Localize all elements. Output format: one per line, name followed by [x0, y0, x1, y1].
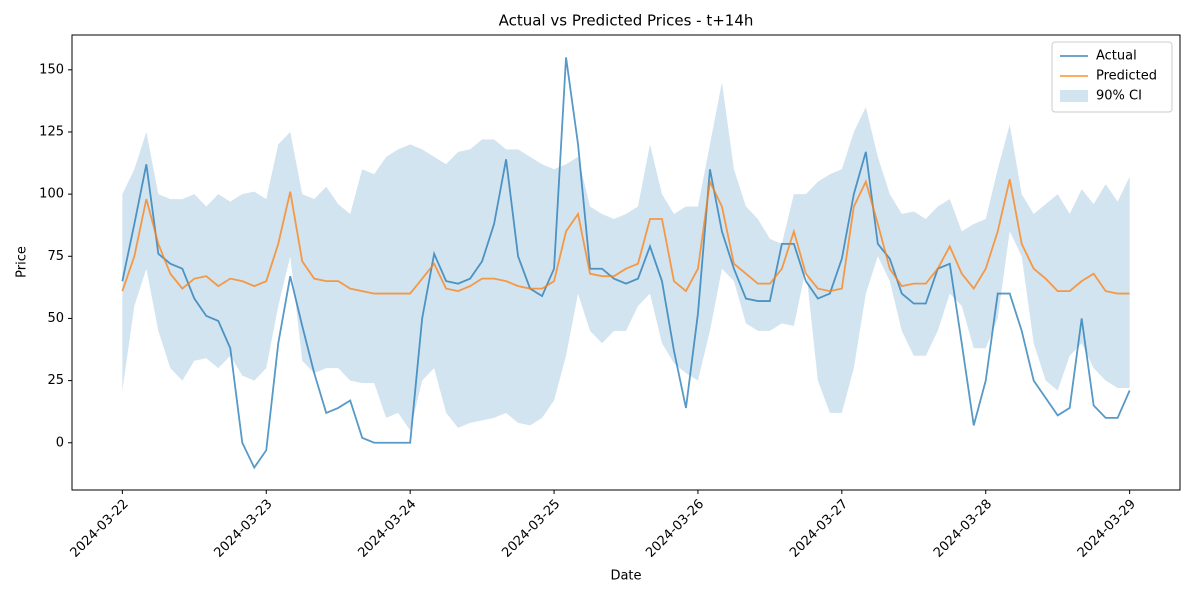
y-tick-label: 100 — [39, 187, 64, 202]
y-tick-label: 125 — [39, 124, 64, 139]
legend-box — [1051, 41, 1173, 113]
legend-label: Predicted — [1096, 69, 1157, 84]
y-tick-label: 25 — [47, 373, 64, 388]
x-axis-label: Date — [610, 569, 641, 584]
series-line — [121, 178, 1130, 295]
y-axis-label: Price — [15, 246, 30, 278]
legend-label: 90% CI — [1096, 89, 1142, 104]
y-tick-label: 0 — [56, 435, 64, 450]
y-tick-label: 150 — [39, 62, 64, 77]
ci-band — [122, 82, 1130, 431]
legend-label: Actual — [1096, 49, 1137, 64]
legend-swatch — [1060, 90, 1088, 102]
series-line — [121, 57, 1131, 470]
plot-frame — [71, 34, 1181, 491]
chart-title: Actual vs Predicted Prices - t+14h — [499, 12, 754, 30]
y-tick-label: 75 — [47, 249, 64, 264]
y-tick-label: 50 — [47, 311, 64, 326]
